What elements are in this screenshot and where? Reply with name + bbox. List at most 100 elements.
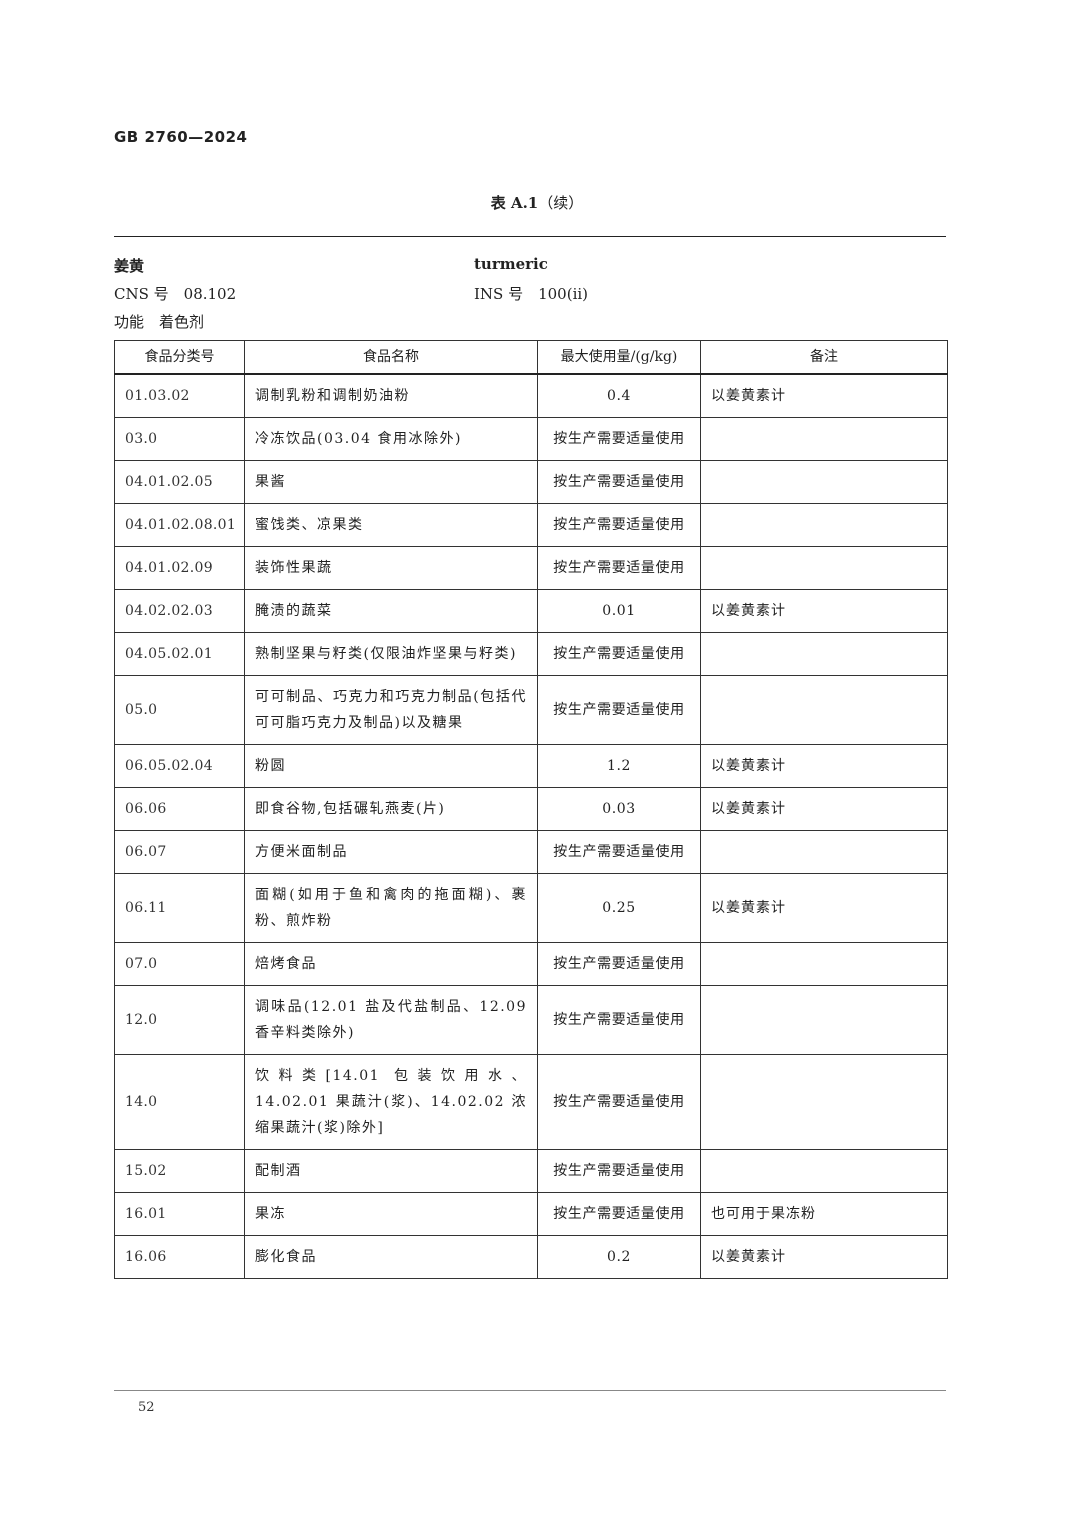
- table-row: 03.0 冷冻饮品(03.04 食用冰除外) 按生产需要适量使用: [114, 417, 948, 461]
- cell-max-usage: 1.2: [537, 744, 701, 788]
- table-row: 16.06 膨化食品 0.2 以姜黄素计: [114, 1235, 948, 1279]
- cns-number: CNS 号 08.102: [114, 285, 237, 303]
- cell-max-usage: 0.01: [537, 589, 701, 633]
- cell-food-name: 腌渍的蔬菜: [244, 589, 538, 633]
- usage-table: 食品分类号 食品名称 最大使用量/(g/kg) 备注 01.03.02 调制乳粉和…: [114, 340, 948, 1279]
- cell-remark: [700, 546, 948, 590]
- cell-max-usage: 0.2: [537, 1235, 701, 1279]
- ins-number: INS 号 100(ii): [474, 285, 589, 303]
- cell-food-name: 膨化食品: [244, 1235, 538, 1279]
- additive-name-cn: 姜黄: [114, 257, 145, 275]
- cell-category-no: 16.01: [114, 1192, 245, 1236]
- cell-category-no: 01.03.02: [114, 373, 245, 418]
- cell-category-no: 04.01.02.09: [114, 546, 245, 590]
- cell-food-name: 即食谷物,包括碾轧燕麦(片): [244, 787, 538, 831]
- cell-category-no: 04.02.02.03: [114, 589, 245, 633]
- additive-name-en: turmeric: [474, 255, 548, 273]
- cell-max-usage: 按生产需要适量使用: [537, 417, 701, 461]
- table-row: 06.11 面糊(如用于鱼和禽肉的拖面糊)、裹粉、煎炸粉 0.25 以姜黄素计: [114, 873, 948, 943]
- cell-category-no: 05.0: [114, 675, 245, 745]
- cell-max-usage: 0.03: [537, 787, 701, 831]
- cell-remark: [700, 503, 948, 547]
- table-row: 16.01 果冻 按生产需要适量使用 也可用于果冻粉: [114, 1192, 948, 1236]
- cell-food-name: 焙烤食品: [244, 942, 538, 986]
- cell-food-name: 可可制品、巧克力和巧克力制品(包括代可可脂巧克力及制品)以及糖果: [244, 675, 538, 745]
- table-row: 04.01.02.09 装饰性果蔬 按生产需要适量使用: [114, 546, 948, 590]
- cell-max-usage: 按生产需要适量使用: [537, 942, 701, 986]
- table-row: 05.0 可可制品、巧克力和巧克力制品(包括代可可脂巧克力及制品)以及糖果 按生产需…: [114, 675, 948, 745]
- cell-max-usage: 按生产需要适量使用: [537, 1149, 701, 1193]
- cell-max-usage: 按生产需要适量使用: [537, 675, 701, 745]
- cell-category-no: 07.0: [114, 942, 245, 986]
- table-row: 14.0 饮料类[14.01 包装饮用水、14.02.01 果蔬汁(浆)、14.0…: [114, 1054, 948, 1150]
- cell-remark: [700, 632, 948, 676]
- cell-max-usage: 按生产需要适量使用: [537, 1192, 701, 1236]
- table-row: 04.01.02.08.01 蜜饯类、凉果类 按生产需要适量使用: [114, 503, 948, 547]
- col-header-max-usage: 最大使用量/(g/kg): [537, 340, 701, 375]
- cell-food-name: 调制乳粉和调制奶油粉: [244, 373, 538, 418]
- cell-category-no: 06.05.02.04: [114, 744, 245, 788]
- table-row: 04.02.02.03 腌渍的蔬菜 0.01 以姜黄素计: [114, 589, 948, 633]
- cell-food-name: 调味品(12.01 盐及代盐制品、12.09 香辛料类除外): [244, 985, 538, 1055]
- table-row: 01.03.02 调制乳粉和调制奶油粉 0.4 以姜黄素计: [114, 373, 948, 418]
- cell-food-name: 冷冻饮品(03.04 食用冰除外): [244, 417, 538, 461]
- table-row: 07.0 焙烤食品 按生产需要适量使用: [114, 942, 948, 986]
- cell-category-no: 03.0: [114, 417, 245, 461]
- cell-food-name: 熟制坚果与籽类(仅限油炸坚果与籽类): [244, 632, 538, 676]
- cell-remark: [700, 830, 948, 874]
- cell-food-name: 粉圆: [244, 744, 538, 788]
- cell-remark: [700, 1054, 948, 1150]
- cell-remark: [700, 1149, 948, 1193]
- table-title-suffix: （续）: [538, 194, 584, 212]
- cell-remark: 以姜黄素计: [700, 589, 948, 633]
- cell-remark: [700, 942, 948, 986]
- page-number: 52: [138, 1400, 155, 1415]
- cell-max-usage: 0.4: [537, 373, 701, 418]
- cell-category-no: 16.06: [114, 1235, 245, 1279]
- cell-category-no: 06.07: [114, 830, 245, 874]
- cell-category-no: 12.0: [114, 985, 245, 1055]
- cell-remark: [700, 417, 948, 461]
- cell-remark: 以姜黄素计: [700, 744, 948, 788]
- cell-max-usage: 按生产需要适量使用: [537, 460, 701, 504]
- cell-food-name: 果酱: [244, 460, 538, 504]
- table-row: 15.02 配制酒 按生产需要适量使用: [114, 1149, 948, 1193]
- cell-category-no: 04.01.02.05: [114, 460, 245, 504]
- footer-rule: [114, 1390, 946, 1391]
- table-row: 12.0 调味品(12.01 盐及代盐制品、12.09 香辛料类除外) 按生产需要适…: [114, 985, 948, 1055]
- table-row: 06.07 方便米面制品 按生产需要适量使用: [114, 830, 948, 874]
- cell-remark: [700, 675, 948, 745]
- cell-max-usage: 按生产需要适量使用: [537, 830, 701, 874]
- cell-category-no: 06.06: [114, 787, 245, 831]
- header-rule: [114, 236, 946, 237]
- function: 功能 着色剂: [114, 313, 205, 331]
- cell-food-name: 面糊(如用于鱼和禽肉的拖面糊)、裹粉、煎炸粉: [244, 873, 538, 943]
- table-row: 06.05.02.04 粉圆 1.2 以姜黄素计: [114, 744, 948, 788]
- cell-remark: 以姜黄素计: [700, 787, 948, 831]
- cell-remark: 以姜黄素计: [700, 873, 948, 943]
- cell-max-usage: 按生产需要适量使用: [537, 1054, 701, 1150]
- cell-food-name: 蜜饯类、凉果类: [244, 503, 538, 547]
- cell-category-no: 04.05.02.01: [114, 632, 245, 676]
- col-header-category-no: 食品分类号: [114, 340, 245, 375]
- cell-category-no: 04.01.02.08.01: [114, 503, 245, 547]
- cell-category-no: 06.11: [114, 873, 245, 943]
- table-title: 表 A.1（续）: [0, 192, 1074, 213]
- table-row: 04.01.02.05 果酱 按生产需要适量使用: [114, 460, 948, 504]
- cell-food-name: 饮料类[14.01 包装饮用水、14.02.01 果蔬汁(浆)、14.02.02…: [244, 1054, 538, 1150]
- cell-category-no: 15.02: [114, 1149, 245, 1193]
- cell-food-name: 配制酒: [244, 1149, 538, 1193]
- standard-number: GB 2760—2024: [114, 128, 248, 146]
- cell-food-name: 果冻: [244, 1192, 538, 1236]
- table-header-row: 食品分类号 食品名称 最大使用量/(g/kg) 备注: [114, 340, 948, 375]
- cell-category-no: 14.0: [114, 1054, 245, 1150]
- cell-remark: [700, 985, 948, 1055]
- table-label: 表 A.1: [490, 194, 539, 212]
- col-header-food-name: 食品名称: [244, 340, 538, 375]
- cell-food-name: 方便米面制品: [244, 830, 538, 874]
- cell-max-usage: 按生产需要适量使用: [537, 985, 701, 1055]
- col-header-remark: 备注: [700, 340, 948, 375]
- table-row: 04.05.02.01 熟制坚果与籽类(仅限油炸坚果与籽类) 按生产需要适量使用: [114, 632, 948, 676]
- cell-remark: [700, 460, 948, 504]
- cell-remark: 也可用于果冻粉: [700, 1192, 948, 1236]
